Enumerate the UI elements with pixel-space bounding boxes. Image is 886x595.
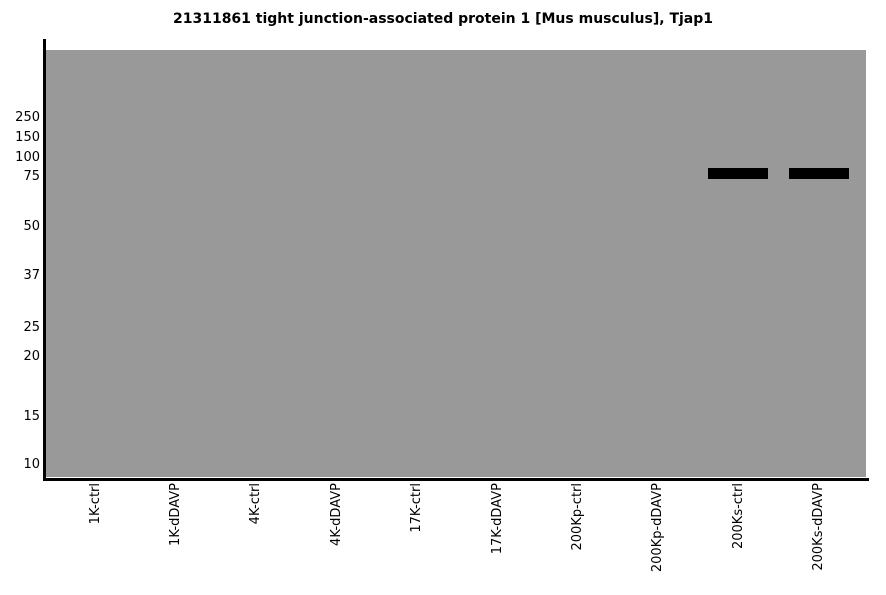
y-tick-label: 20 (23, 349, 40, 364)
gel-image-area (46, 50, 866, 477)
y-tick-label: 10 (23, 457, 40, 473)
y-tick-label: 25 (23, 319, 40, 335)
x-tick-label: 200Kp-ctrl (569, 483, 585, 551)
y-axis-line (43, 39, 46, 481)
protein-band (788, 168, 849, 180)
x-tick-label: 1K-dDAVP (167, 483, 183, 546)
x-tick-label: 17K-ctrl (409, 483, 425, 533)
x-tick-label: 200Kp-dDAVP (650, 483, 666, 573)
x-tick-label: 4K-ctrl (248, 483, 264, 525)
y-tick-label: 100 (15, 150, 40, 166)
chart-title: 21311861 tight junction-associated prote… (172, 11, 714, 27)
x-tick-label: 17K-dDAVP (489, 483, 505, 555)
y-tick-label: 15 (23, 408, 40, 424)
y-tick-label: 50 (23, 218, 40, 234)
y-tick-label: 250 (15, 109, 40, 125)
y-tick-label: 37 (23, 267, 40, 283)
x-tick-label: 1K-ctrl (87, 483, 103, 525)
x-tick-label: 200Ks-dDAVP (811, 483, 827, 571)
x-axis-line (43, 478, 869, 481)
x-tick-label: 200Ks-ctrl (730, 483, 746, 550)
y-tick-label: 75 (23, 168, 40, 184)
y-tick-label: 150 (15, 129, 40, 145)
protein-band (708, 168, 769, 180)
x-tick-label: 4K-dDAVP (328, 483, 344, 546)
